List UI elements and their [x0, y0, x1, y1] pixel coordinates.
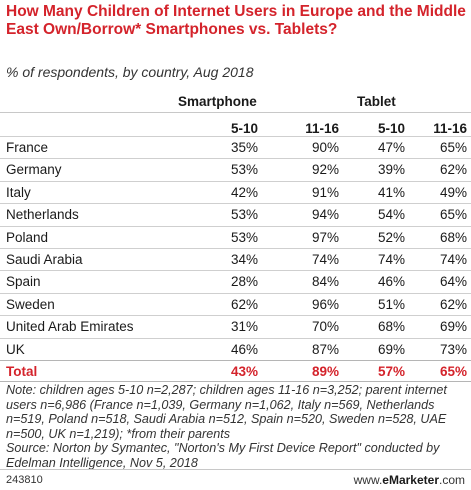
- group-header-tablet: Tablet: [357, 94, 396, 109]
- cell-value: 53%: [230, 229, 258, 245]
- cell-value: 54%: [377, 207, 405, 223]
- table-row: Poland 53% 97% 52% 68%: [0, 225, 471, 248]
- cell-value: 84%: [311, 274, 339, 290]
- cell-value: 53%: [230, 207, 258, 223]
- cell-value: 43%: [230, 363, 258, 379]
- brand-name: eMarketer: [382, 473, 439, 487]
- cell-value: 65%: [439, 207, 467, 223]
- cell-value: 65%: [439, 363, 467, 379]
- table-row: France 35% 90% 47% 65%: [0, 136, 471, 158]
- row-label: Total: [6, 363, 38, 379]
- cell-value: 39%: [377, 162, 405, 178]
- table-row: Sweden 62% 96% 51% 62%: [0, 292, 471, 315]
- column-header-smartphone-11-16: 11-16: [305, 121, 339, 136]
- cell-value: 91%: [311, 184, 339, 200]
- cell-value: 74%: [311, 251, 339, 267]
- source-text: Source: Norton by Symantec, "Norton's My…: [6, 441, 440, 470]
- table-row: United Arab Emirates 31% 70% 68% 69%: [0, 315, 471, 337]
- table-row: Saudi Arabia 34% 74% 74% 74%: [0, 247, 471, 270]
- row-label: Spain: [6, 274, 41, 290]
- table-row: Italy 42% 91% 41% 49%: [0, 180, 471, 203]
- table-body: France 35% 90% 47% 65% Germany 53% 92% 39% 62% Ita…: [0, 136, 471, 383]
- row-label: Netherlands: [6, 207, 79, 223]
- cell-value: 97%: [311, 229, 339, 245]
- emarketer-logo: www.eMarketer.com: [354, 473, 465, 487]
- cell-value: 69%: [439, 319, 467, 335]
- brand-prefix: www.: [353, 473, 383, 487]
- cell-value: 62%: [439, 296, 467, 312]
- column-header-tablet-11-16: 11-16: [433, 121, 467, 136]
- cell-value: 94%: [311, 207, 339, 223]
- cell-value: 28%: [230, 274, 258, 290]
- row-label: Germany: [6, 162, 62, 178]
- row-label: Poland: [6, 229, 49, 245]
- cell-value: 69%: [377, 341, 405, 357]
- cell-value: 51%: [377, 296, 405, 312]
- table-row: Germany 53% 92% 39% 62%: [0, 158, 471, 180]
- cell-value: 47%: [377, 140, 405, 155]
- column-header-tablet-5-10: 5-10: [377, 121, 405, 136]
- chart-note: Note: children ages 5-10 n=2,287; childr…: [6, 383, 468, 471]
- row-label: Italy: [6, 184, 31, 200]
- cell-value: 52%: [377, 229, 405, 245]
- cell-value: 87%: [311, 341, 339, 357]
- footer-divider: [0, 469, 471, 470]
- cell-value: 42%: [230, 184, 258, 200]
- cell-value: 68%: [377, 319, 405, 335]
- cell-value: 53%: [230, 162, 258, 178]
- table-row: Spain 28% 84% 46% 64%: [0, 270, 471, 292]
- cell-value: 73%: [439, 341, 467, 357]
- group-header-smartphone: Smartphone: [178, 94, 257, 109]
- column-header-smartphone-5-10: 5-10: [230, 121, 258, 136]
- cell-value: 31%: [230, 319, 258, 335]
- cell-value: 96%: [311, 296, 339, 312]
- cell-value: 35%: [230, 140, 258, 155]
- cell-value: 62%: [439, 162, 467, 178]
- cell-value: 46%: [377, 274, 405, 290]
- note-text: Note: children ages 5-10 n=2,287; childr…: [6, 383, 447, 441]
- table-row: UK 46% 87% 69% 73%: [0, 337, 471, 360]
- chart-id: 243810: [6, 474, 43, 486]
- cell-value: 70%: [311, 319, 339, 335]
- cell-value: 34%: [230, 251, 258, 267]
- brand-suffix: .com: [438, 473, 465, 487]
- cell-value: 68%: [439, 229, 467, 245]
- cell-value: 41%: [377, 184, 405, 200]
- cell-value: 49%: [439, 184, 467, 200]
- row-label: UK: [6, 341, 25, 357]
- row-label: United Arab Emirates: [6, 319, 134, 335]
- cell-value: 74%: [439, 251, 467, 267]
- row-label: Sweden: [6, 296, 55, 312]
- table-row: Netherlands 53% 94% 54% 65%: [0, 203, 471, 225]
- row-label: France: [6, 140, 49, 155]
- cell-value: 90%: [311, 140, 339, 155]
- table-total-row: Total 43% 89% 57% 65%: [0, 359, 471, 383]
- cell-value: 62%: [230, 296, 258, 312]
- chart-title: How Many Children of Internet Users in E…: [6, 3, 466, 38]
- cell-value: 65%: [439, 140, 467, 155]
- cell-value: 64%: [439, 274, 467, 290]
- chart-subtitle: % of respondents, by country, Aug 2018: [6, 64, 254, 80]
- cell-value: 92%: [311, 162, 339, 178]
- cell-value: 74%: [377, 251, 405, 267]
- cell-value: 57%: [377, 363, 405, 379]
- row-label: Saudi Arabia: [6, 251, 83, 267]
- cell-value: 46%: [230, 341, 258, 357]
- group-divider: [0, 112, 471, 113]
- cell-value: 89%: [311, 363, 339, 379]
